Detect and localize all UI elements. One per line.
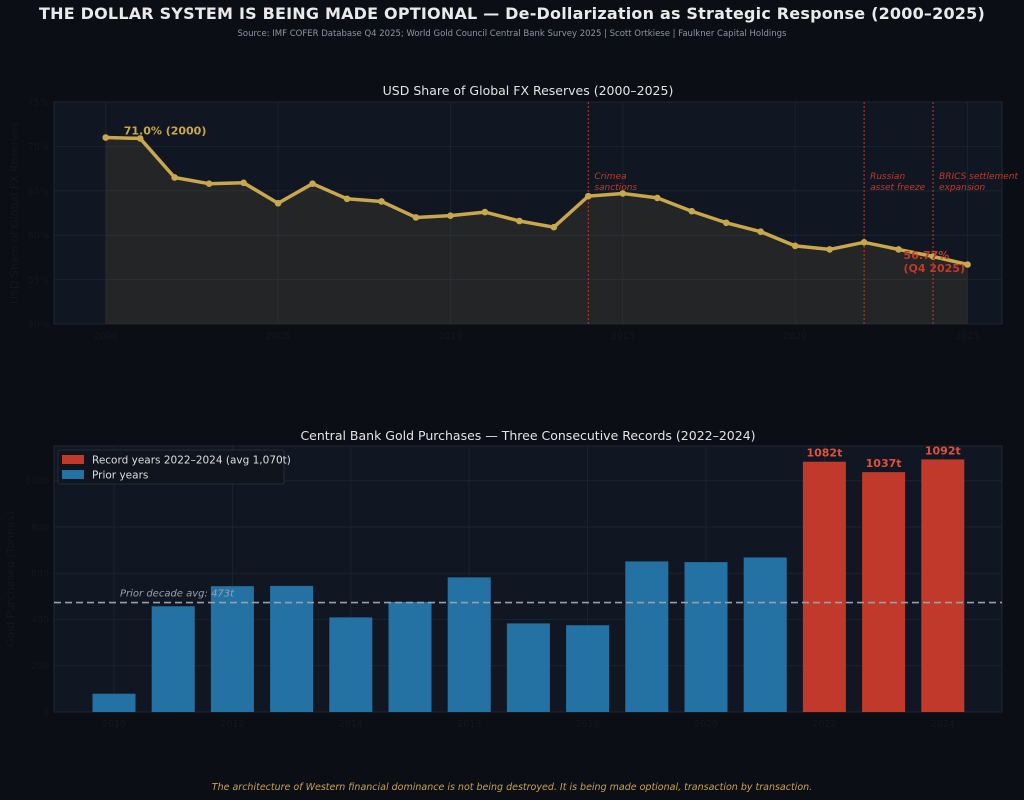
y-tick-label: 70% [28,142,49,153]
legend-entry: Prior years [92,470,148,482]
data-point [516,217,523,225]
source-subtitle: Source: IMF COFER Database Q4 2025; Worl… [237,29,787,39]
bar-2021 [743,557,787,712]
legend-swatch [62,455,84,464]
legend-entry: Record years 2022–2024 (avg 1,070t) [92,455,291,467]
bar-2010 [92,693,136,712]
chart-title: USD Share of Global FX Reserves (2000–20… [383,83,674,98]
y-tick-label: 800 [31,522,49,533]
data-point [343,195,351,203]
data-point [309,180,316,187]
area-fill [105,137,968,324]
bar-value-label: 1082t [806,447,842,460]
bar-2018 [566,625,610,712]
data-point [860,239,868,246]
event-label: Crimea [594,172,626,182]
data-point [136,135,144,142]
y-tick-label: 200 [31,661,49,672]
event-label: Russian [870,172,905,182]
y-tick-label: 55% [28,275,49,286]
bar-2019 [625,561,669,712]
x-tick-label: 2012 [220,719,244,730]
data-point [274,199,282,207]
x-tick-label: 2022 [812,719,836,730]
data-point [929,253,937,260]
bar-2022 [802,461,846,712]
data-point [895,246,902,253]
x-tick-label: 2024 [931,719,955,730]
gold-purchases-chart: Central Bank Gold Purchases — Three Cons… [4,428,1003,730]
main-title: THE DOLLAR SYSTEM IS BEING MADE OPTIONAL… [39,4,985,23]
y-tick-label: 600 [31,569,49,580]
data-point [826,246,833,253]
data-point [481,208,489,216]
usd-reserve-share-chart: USD Share of Global FX Reserves (2000–20… [8,83,1018,342]
event-label: asset freeze [870,183,925,193]
bar-2023 [862,472,906,712]
bar-2014 [329,617,373,712]
data-point [791,242,799,250]
x-tick-label: 2015 [611,331,635,342]
x-tick-label: 2025 [955,331,979,342]
y-tick-label: 0 [43,708,49,719]
data-point [757,228,764,235]
y-tick-label: 65% [28,186,49,197]
bar-2013 [270,585,314,712]
event-label: sanctions [594,183,637,193]
end-annotation-value: 56.77% [904,249,950,262]
bar-2012 [210,586,254,712]
legend-box [57,449,285,485]
x-tick-label: 2005 [266,331,290,342]
data-point [447,212,454,219]
bar-2011 [151,606,195,712]
y-tick-label: 400 [31,615,49,626]
legend-swatch [62,470,84,479]
bar-2020 [684,562,728,712]
bar-2016 [447,577,491,712]
data-point [205,180,213,187]
data-point [585,192,592,200]
x-tick-label: 2016 [457,719,481,730]
x-tick-label: 2014 [339,719,363,730]
x-tick-label: 2020 [783,331,807,342]
plot-area [53,101,1003,325]
y-tick-label: 1000 [25,476,49,487]
y-axis-label: USD Share of Global FX Reserves [8,122,21,304]
event-label: expansion [939,183,985,193]
x-tick-label: 2010 [438,331,462,342]
bar-2024 [921,459,965,712]
bar-value-label: 1092t [925,444,961,457]
data-point [688,207,696,215]
bar-2017 [506,623,550,712]
data-point [378,198,385,205]
data-point [412,214,420,221]
usd-share-line [105,135,968,267]
start-annotation: 71.0% (2000) [124,125,207,138]
y-axis-label: Gold Purchased (Tonnes) [4,511,17,647]
prior-decade-avg-label: Prior decade avg: 473t [120,589,235,600]
data-point [102,134,110,141]
y-tick-label: 60% [28,231,49,242]
chart-title: Central Bank Gold Purchases — Three Cons… [300,428,755,443]
footer-quote: The architecture of Western financial do… [211,782,813,793]
data-point [171,174,178,181]
legend: Record years 2022–2024 (avg 1,070t) Prior… [57,449,291,485]
y-tick-label: 75% [28,98,49,109]
x-tick-label: 2010 [102,719,126,730]
data-point [619,190,627,197]
bar-2015 [388,601,432,712]
data-point [240,179,247,187]
end-annotation-period: (Q4 2025) [904,262,966,275]
data-point [653,194,661,202]
data-point [964,261,971,268]
data-point [550,223,558,231]
x-tick-label: 2020 [694,719,718,730]
bar-value-label: 1037t [866,457,902,470]
event-label: BRICS settlement [939,172,1018,182]
y-tick-label: 50% [28,320,49,331]
x-tick-label: 2018 [576,719,600,730]
data-point [722,219,730,227]
x-tick-label: 2000 [94,331,118,342]
